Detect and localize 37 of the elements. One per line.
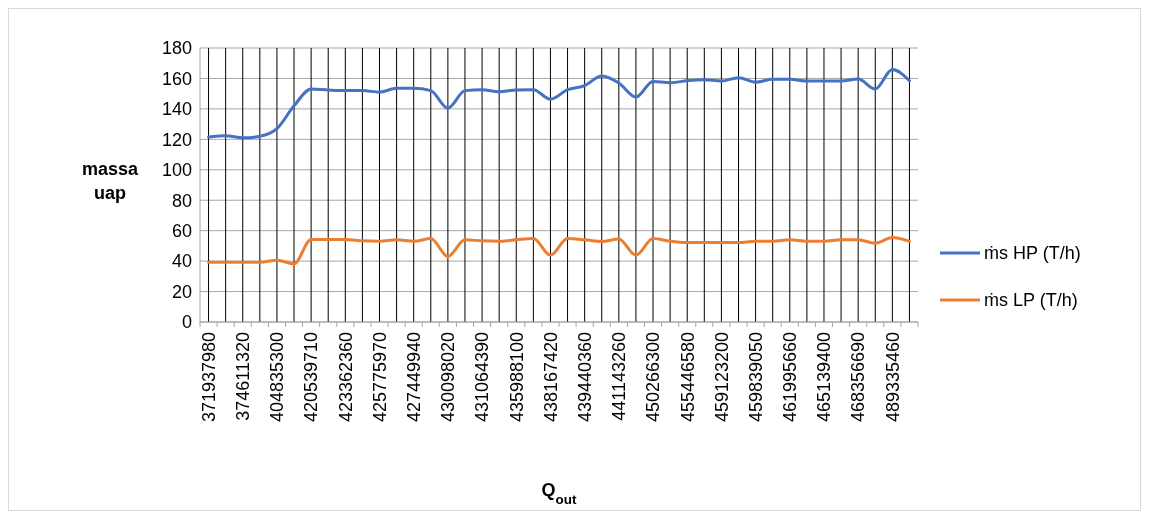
- y-tick-label: 180: [161, 38, 192, 59]
- y-tick-label: 80: [171, 190, 192, 211]
- y-tick-label: 40: [171, 251, 192, 272]
- x-axis-title: Q$_{out}$: [541, 480, 577, 507]
- y-tick-label: 120: [161, 129, 192, 150]
- x-tick-label: 423362360: [335, 332, 356, 423]
- y-tick-label: 160: [161, 68, 192, 89]
- x-tick-label: 430098020: [438, 332, 459, 423]
- x-tick-label: 465139400: [814, 332, 835, 423]
- legend-label: ṁs LP (T/h): [984, 290, 1078, 311]
- y-tick-label: 0: [181, 312, 192, 333]
- x-tick-label: 461995660: [780, 332, 801, 423]
- y-tick-label: 20: [171, 281, 192, 302]
- x-tick-label: 404835300: [267, 332, 288, 423]
- x-tick-label: 427449940: [403, 332, 424, 423]
- line-series: [207, 236, 911, 266]
- y-axis-title: massa uap: [81, 159, 140, 203]
- x-tick-label: 450266300: [643, 332, 664, 423]
- line-series: [207, 68, 911, 140]
- x-tick-label: 455446580: [677, 332, 698, 423]
- x-tick-label: 374611320: [233, 332, 254, 421]
- x-tick-label: 459123200: [711, 332, 732, 423]
- x-tick-label: 489335460: [882, 332, 903, 423]
- x-tick-label: 425775970: [369, 332, 390, 423]
- x-tick-label: 435988100: [506, 332, 527, 423]
- x-tick-label: 438167420: [540, 332, 561, 423]
- x-tick-label: 371937980: [198, 332, 219, 423]
- x-tick-label: 441143260: [609, 332, 630, 421]
- x-tick-label: 439440360: [574, 332, 595, 423]
- x-tick-label: 459839050: [745, 332, 766, 423]
- x-tick-label: 468356690: [848, 332, 869, 423]
- x-tick-label: 420539710: [301, 332, 322, 423]
- y-tick-label: 60: [171, 220, 192, 241]
- legend-label: ṁs HP (T/h): [984, 243, 1081, 264]
- y-tick-label: 140: [161, 99, 192, 120]
- x-tick-label: 431064390: [472, 332, 493, 423]
- y-tick-label: 100: [161, 160, 192, 181]
